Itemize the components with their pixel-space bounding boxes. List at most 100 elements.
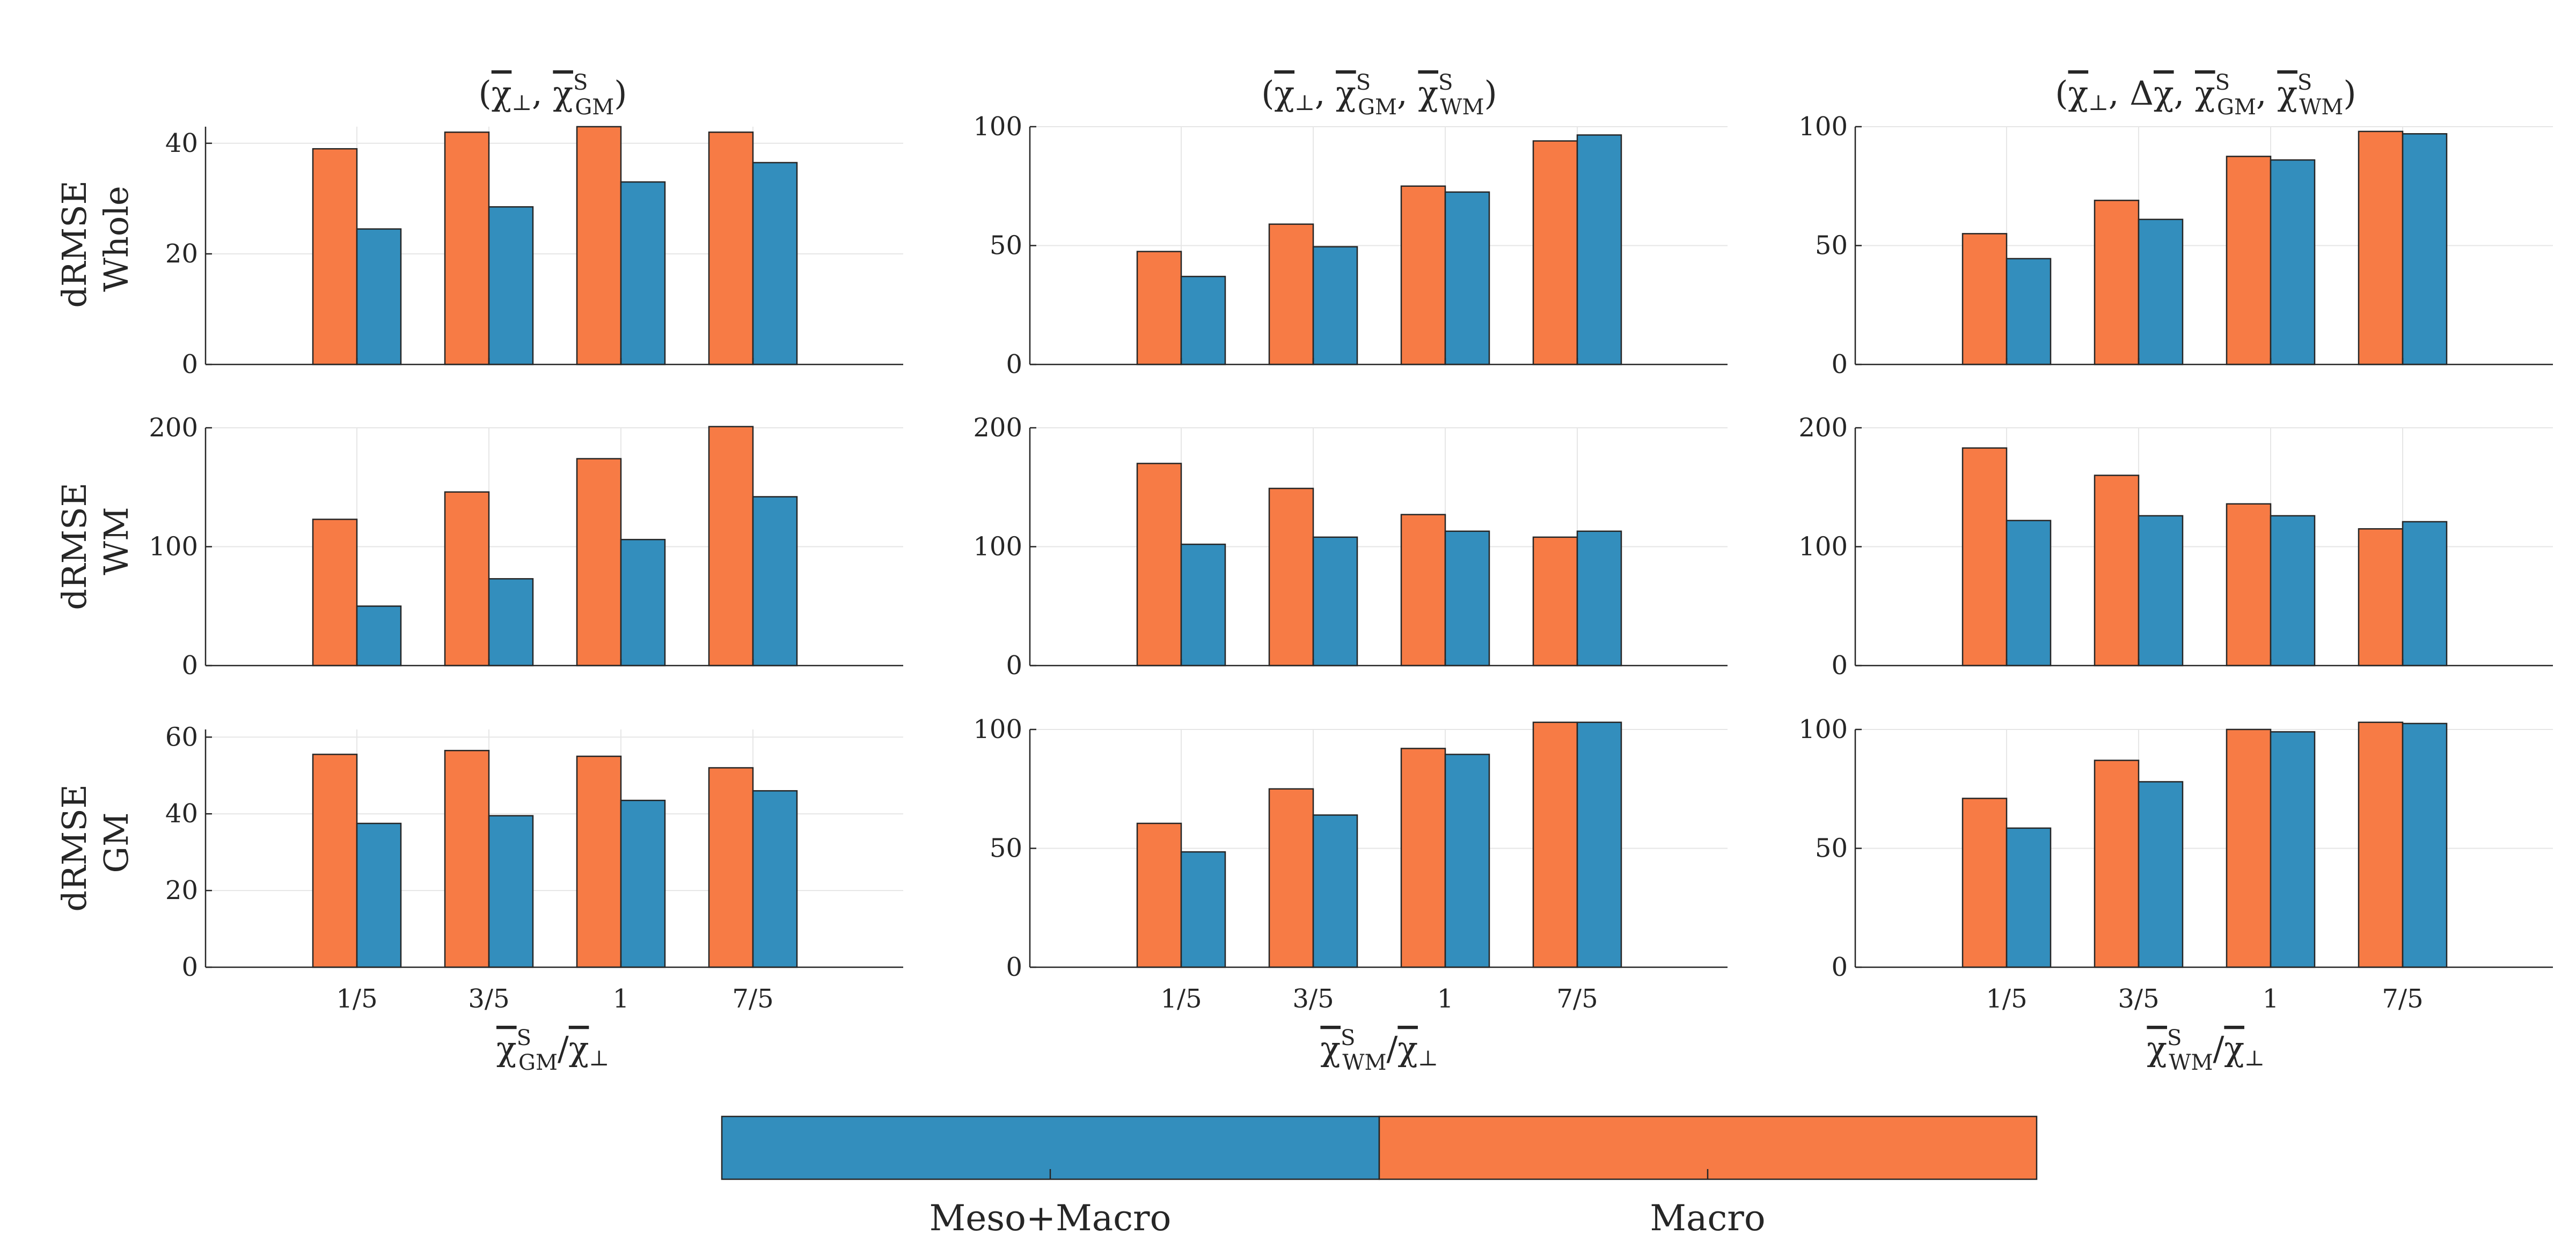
panel-r1-c3-bar-meso-macro-2 — [2270, 159, 2316, 366]
panel-r2-c1-bar-meso-macro-0 — [356, 605, 402, 667]
panel-r1-c2-bar-meso-macro-3 — [1576, 134, 1622, 366]
panel-r3-c3-bar-meso-macro-1 — [2138, 781, 2184, 968]
panel-r3-c3-ytick-label: 50 — [1815, 834, 1848, 864]
panel-r1-c2-ytick-label: 0 — [1006, 349, 1022, 379]
panel-r1-c1-bar-macro-3 — [708, 132, 754, 366]
panel-r3-c1-bar-macro-3 — [708, 767, 754, 968]
panel-r3-c2-xtick-label-0: 1/5 — [1160, 984, 1202, 1014]
panel-r2-c1: 0 100 200 — [149, 413, 903, 681]
panel-r3-c3-bar-macro-3 — [2358, 721, 2404, 968]
column-title-1: (χ⊥, χS GM) — [479, 70, 627, 120]
panel-r3-c2-bar-meso-macro-3 — [1576, 721, 1622, 968]
panel-r2-c3-bar-macro-0 — [1962, 447, 2008, 667]
panel-r1-c3-bar-macro-0 — [1962, 233, 2008, 366]
panel-r2-c2-bar-macro-3 — [1532, 536, 1578, 667]
column-title-3: (χ⊥, Δχ, χS GM, χS WM) — [2055, 70, 2356, 120]
panel-r2-c2-bar-macro-1 — [1268, 487, 1314, 667]
panel-r1-c3-bar-meso-macro-3 — [2402, 133, 2448, 366]
panel-r1-c1-ytick-label: 20 — [165, 239, 198, 269]
panel-r1-c3-bar-macro-2 — [2226, 156, 2272, 366]
panel-r3-c1-xtick-label-0: 1/5 — [336, 984, 377, 1014]
panel-r1-c2-ytick-label: 100 — [973, 112, 1022, 142]
x-label-3: χS WM/χ⊥ — [2147, 1026, 2264, 1075]
panel-r3-c1-ytick-label: 20 — [165, 875, 198, 906]
panel-r2-c1-ytick-label: 200 — [149, 413, 198, 443]
panel-r1-c2-bar-meso-macro-1 — [1312, 246, 1358, 366]
panel-r3-c3-bar-meso-macro-0 — [2006, 827, 2052, 968]
panel-r3-c1-ytick-label: 40 — [165, 799, 198, 829]
panel-r1-c1-bar-meso-macro-3 — [752, 162, 798, 366]
panel-r2-c2-bar-meso-macro-3 — [1576, 530, 1622, 667]
panel-r2-c2-bar-macro-2 — [1400, 514, 1446, 667]
panel-r2-c3-bar-macro-2 — [2226, 503, 2272, 667]
legend-swatch-macro — [1378, 1115, 2038, 1180]
panel-r3-c3-bar-macro-1 — [2094, 760, 2140, 968]
panel-r1-c1-bar-macro-1 — [444, 132, 490, 366]
panel-r2-c1-ytick-label: 100 — [149, 532, 198, 562]
panel-r3-c1-bar-macro-1 — [444, 750, 490, 968]
panel-r3-c3-bar-meso-macro-3 — [2402, 722, 2448, 968]
x-label-2: χS WM/χ⊥ — [1320, 1026, 1438, 1075]
panel-r1-c3-ytick-label: 50 — [1815, 231, 1848, 261]
panel-r2-c1-bar-meso-macro-1 — [488, 578, 534, 667]
panel-r1-c2-bar-meso-macro-0 — [1180, 275, 1226, 366]
legend-swatch-meso-macro — [721, 1115, 1380, 1180]
panel-r1-c3-bar-macro-3 — [2358, 130, 2404, 366]
panel-r3-c3-xtick-label-2: 1 — [2263, 984, 2279, 1014]
panel-r1-c1-ytick-label: 0 — [181, 349, 198, 379]
panel-r1-c1: 0 20 40 — [165, 126, 903, 379]
panel-r2-c2-bar-macro-0 — [1136, 463, 1182, 667]
panel-r3-c3-ytick-label: 0 — [1831, 952, 1848, 982]
panel-r3-c3-xtick-label-0: 1/5 — [1986, 984, 2027, 1014]
panel-r3-c2: 0 50 100 1/5 3/5 1 7/5 — [973, 714, 1728, 1014]
panel-r1-c1-bar-macro-2 — [576, 126, 622, 366]
panel-r2-c1-bar-meso-macro-3 — [752, 496, 798, 667]
panel-r3-c3-bar-meso-macro-2 — [2270, 731, 2316, 968]
panel-r1-c2-bar-macro-2 — [1400, 185, 1446, 366]
panel-r1-c3: 0 50 100 — [1798, 112, 2553, 379]
panel-r3-c1: 0 20 40 60 1/5 3/5 1 7/5 — [165, 722, 903, 1014]
panel-r3-c1-ytick-label: 0 — [181, 952, 198, 982]
panel-r3-c1-xtick-label-1: 3/5 — [468, 984, 509, 1014]
panel-r3-c2-xtick-label-2: 1 — [1437, 984, 1454, 1014]
panel-r1-c2-bar-macro-1 — [1268, 223, 1314, 366]
panel-r2-c3-bar-meso-macro-3 — [2402, 521, 2448, 667]
panel-r2-c2-ytick-label: 100 — [973, 532, 1022, 562]
panels-group: 0204005010005010001002000100200010020002… — [149, 112, 2553, 1014]
panel-r2-c3-bar-meso-macro-2 — [2270, 515, 2316, 667]
row-label-whole: dRMSE Whole — [55, 170, 136, 308]
panel-r1-c1-bar-meso-macro-0 — [356, 228, 402, 366]
legend-label-meso-macro: Meso+Macro — [930, 1197, 1172, 1239]
panel-r3-c1-xtick-label-3: 7/5 — [732, 984, 773, 1014]
panel-r2-c3-bar-meso-macro-0 — [2006, 520, 2052, 667]
panel-r3-c3-bar-macro-0 — [1962, 798, 2008, 968]
panel-r1-c2: 0 50 100 — [973, 112, 1728, 379]
row-label-wm: dRMSE WM — [55, 472, 136, 610]
panel-r2-c2: 0 100 200 — [973, 413, 1728, 681]
panel-r2-c1-bar-macro-0 — [312, 519, 358, 667]
panel-r2-c1-bar-macro-1 — [444, 491, 490, 667]
panel-r1-c3-ytick-label: 100 — [1798, 112, 1848, 142]
panel-r1-c2-ytick-label: 50 — [990, 231, 1022, 261]
panel-r2-c1-bar-macro-3 — [708, 426, 754, 667]
panel-r3-c1-xtick-label-2: 1 — [613, 984, 630, 1014]
panel-r3-c2-ytick-label: 100 — [973, 714, 1022, 744]
panel-r2-c2-ytick-label: 0 — [1006, 651, 1022, 681]
panel-r2-c2-bar-meso-macro-1 — [1312, 536, 1358, 667]
panel-r2-c2-bar-meso-macro-0 — [1180, 543, 1226, 667]
panel-r1-c3-bar-meso-macro-1 — [2138, 218, 2184, 366]
panel-r1-c3-ytick-label: 0 — [1831, 349, 1848, 379]
panel-r2-c3-ytick-label: 0 — [1831, 651, 1848, 681]
panel-r3-c1-bar-macro-2 — [576, 755, 622, 968]
x-label-1: χS GM/χ⊥ — [496, 1026, 609, 1075]
panel-r3-c2-bar-macro-2 — [1400, 748, 1446, 968]
panel-r3-c2-bar-macro-1 — [1268, 788, 1314, 968]
panel-r3-c2-bar-macro-0 — [1136, 822, 1182, 968]
row-label-gm: dRMSE GM — [55, 773, 136, 911]
panel-r1-c1-bar-meso-macro-2 — [620, 181, 666, 366]
panel-r3-c1-bar-meso-macro-2 — [620, 799, 666, 968]
panel-r3-c1-bar-meso-macro-3 — [752, 790, 798, 968]
column-title-2: (χ⊥, χS GM, χS WM) — [1261, 70, 1497, 120]
panel-r3-c3-xtick-label-3: 7/5 — [2382, 984, 2423, 1014]
panel-r1-c1-ytick-label: 40 — [165, 128, 198, 158]
